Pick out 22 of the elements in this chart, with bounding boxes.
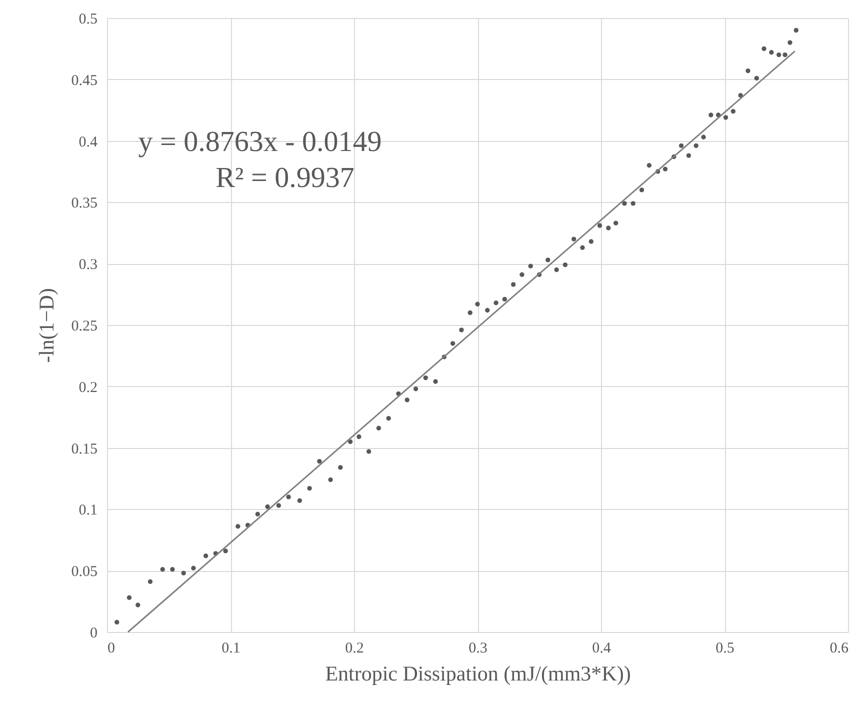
y-tick-label: 0.1 — [78, 502, 98, 519]
y-tick-label: 0.35 — [71, 196, 98, 212]
x-tick-label: 0.6 — [830, 640, 849, 656]
x-tick-label: 0.1 — [222, 640, 240, 656]
y-tick-label: 0.2 — [78, 380, 98, 396]
x-tick-label: 0.4 — [592, 640, 612, 656]
y-tick-label: 0.3 — [78, 257, 98, 274]
y-axis-title: -ln(1−D) — [34, 288, 58, 363]
x-tick-label: 0.3 — [468, 640, 488, 656]
y-tick-label: 0.25 — [71, 318, 98, 334]
x-tick-label: 0.2 — [345, 640, 364, 656]
y-tick-label: 0.45 — [71, 72, 98, 89]
y-tick-label: 0.5 — [78, 12, 98, 28]
x-tick-label: 0 — [108, 640, 115, 656]
y-tick-label: 0.4 — [78, 134, 98, 150]
annotation: R² = 0.9937 — [216, 162, 354, 194]
y-tick-label: 0.05 — [71, 564, 98, 580]
annotation: y = 0.8763x - 0.0149 — [138, 126, 382, 158]
y-tick-label: 0.15 — [71, 441, 98, 458]
y-tick-label: 0 — [90, 626, 98, 642]
x-tick-label: 0.5 — [716, 640, 734, 656]
x-axis-title: Entropic Dissipation (mJ/(mm3*K)) — [325, 662, 631, 686]
